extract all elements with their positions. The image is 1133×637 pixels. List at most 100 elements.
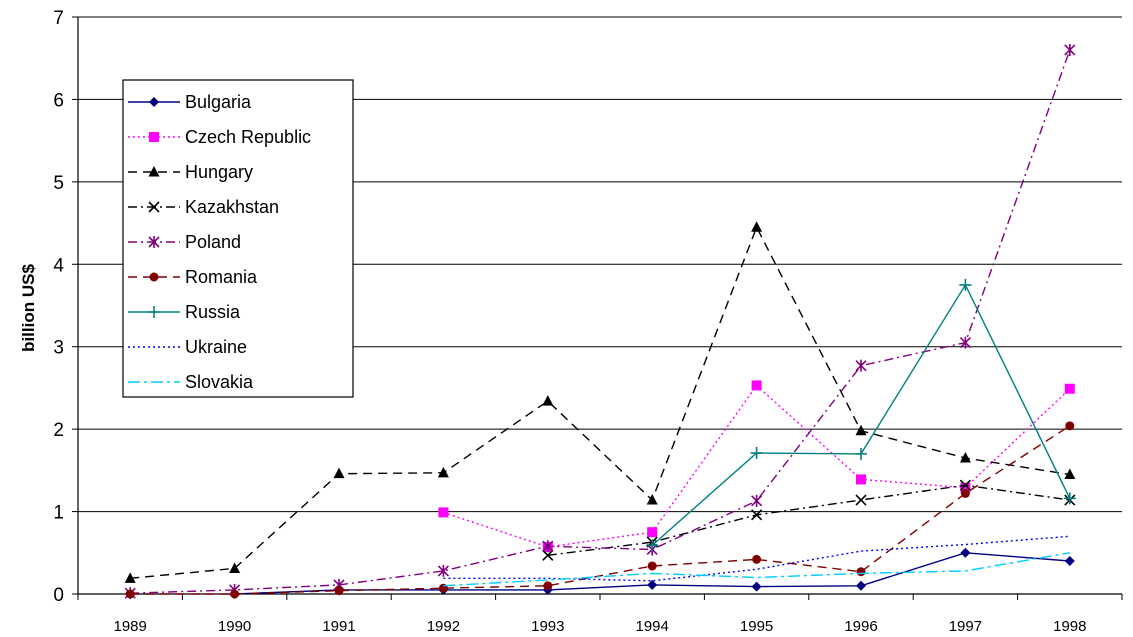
point-bulgaria [1064, 556, 1075, 567]
legend-marker [149, 132, 159, 142]
y-tick-label: 5 [53, 173, 64, 194]
point-romania [230, 589, 240, 599]
point-czech-republic [960, 482, 971, 493]
legend-item-romania: Romania [128, 267, 258, 287]
point-russia [750, 447, 763, 460]
y-tick-label: 0 [53, 585, 64, 606]
legend-label: Poland [185, 232, 241, 252]
series-slovakia [443, 552, 1070, 587]
series-line-romania [130, 425, 1071, 595]
point-bulgaria [960, 547, 971, 558]
legend-item-slovakia: Slovakia [128, 372, 254, 392]
point-hungary [646, 494, 658, 505]
point-czech-republic [1064, 383, 1075, 394]
legend-label: Romania [185, 267, 258, 287]
point-czech-republic [751, 380, 762, 391]
point-bulgaria [856, 580, 866, 591]
point-hungary [1064, 468, 1076, 479]
y-tick-label: 2 [53, 420, 64, 441]
x-tick-label: 1994 [636, 618, 669, 635]
point-poland [959, 336, 971, 349]
point-russia [959, 278, 972, 291]
series-line-hungary [130, 225, 1070, 579]
point-romania [752, 554, 762, 564]
point-romania [334, 586, 344, 596]
x-tick-labels: 1989 1990 1991 1992 1993 1994 1995 1996 1997 1998 [114, 618, 1087, 635]
y-tick-label: 7 [53, 8, 64, 29]
legend-item-hungary: Hungary [128, 162, 253, 182]
series-line-slovakia [443, 552, 1070, 587]
series-romania [125, 421, 1075, 599]
series-hungary [124, 221, 1076, 583]
point-hungary [124, 572, 136, 583]
series-line-poland [130, 49, 1071, 594]
legend-label: Ukraine [185, 337, 247, 357]
point-russia [1063, 492, 1076, 505]
x-tick-label: 1998 [1053, 618, 1086, 635]
legend-item-bulgaria: Bulgaria [128, 92, 252, 112]
legend: Bulgaria Czech Republic Hungary Kazakhstan P… [122, 79, 354, 398]
x-tick-label: 1995 [740, 618, 773, 635]
point-czech-republic [647, 527, 658, 538]
point-hungary [229, 562, 241, 573]
series-line-czech-republic [443, 384, 1071, 548]
legend-marker [149, 272, 159, 282]
legend-label: Bulgaria [185, 92, 252, 112]
x-tick-label: 1997 [949, 618, 982, 635]
legend-label: Czech Republic [185, 127, 311, 147]
x-tick-label: 1989 [114, 618, 147, 635]
point-czech-republic [856, 474, 866, 485]
point-hungary [437, 466, 449, 478]
y-tick-label: 1 [53, 503, 64, 524]
series-line-kazakhstan [547, 484, 1070, 556]
series-czech-republic [438, 380, 1075, 553]
point-romania [960, 488, 970, 498]
point-kazakhstan [855, 494, 867, 506]
point-russia [646, 539, 659, 552]
x-tick-label: 1990 [218, 618, 251, 635]
point-romania [856, 567, 866, 577]
point-romania [1065, 421, 1075, 431]
legend-marker [148, 166, 160, 177]
y-tick-labels: 0 1 2 3 4 5 6 7 [53, 8, 64, 606]
legend-label: Slovakia [185, 372, 254, 392]
legend-item-poland: Poland [128, 232, 241, 252]
x-tick-label: 1992 [427, 618, 460, 635]
series-line-russia [651, 283, 1071, 546]
legend-item-ukraine: Ukraine [128, 337, 247, 357]
point-bulgaria [647, 579, 658, 590]
legend-marker [148, 201, 160, 213]
x-tick-label: 1996 [844, 618, 877, 635]
legend-marker [148, 236, 160, 248]
point-hungary [751, 221, 763, 232]
point-hungary [855, 424, 867, 436]
point-kazakhstan [542, 549, 554, 561]
point-hungary [542, 395, 554, 406]
legend-marker [148, 306, 160, 318]
legend-item-russia: Russia [128, 302, 241, 322]
point-hungary [333, 467, 345, 479]
y-tick-label: 6 [53, 90, 64, 111]
y-tick-label: 3 [53, 338, 64, 359]
legend-box [122, 79, 354, 398]
legend-item-czech-republic: Czech Republic [128, 127, 311, 147]
y-tick-label: 4 [53, 255, 64, 276]
point-romania [125, 589, 135, 599]
x-tick-label: 1993 [531, 618, 564, 635]
series-lines [124, 43, 1076, 600]
x-tick-label: 1991 [322, 618, 355, 635]
legend-label: Russia [185, 302, 241, 322]
point-romania [543, 581, 553, 591]
point-czech-republic [438, 507, 449, 518]
point-hungary [959, 451, 971, 463]
point-poland [437, 564, 449, 577]
point-romania [647, 561, 657, 571]
legend-marker [149, 97, 159, 107]
point-russia [855, 447, 867, 460]
point-poland [751, 494, 763, 507]
legend-label: Hungary [185, 162, 253, 182]
point-poland [855, 359, 867, 372]
point-poland [542, 540, 554, 553]
legend-label: Kazakhstan [185, 197, 279, 217]
